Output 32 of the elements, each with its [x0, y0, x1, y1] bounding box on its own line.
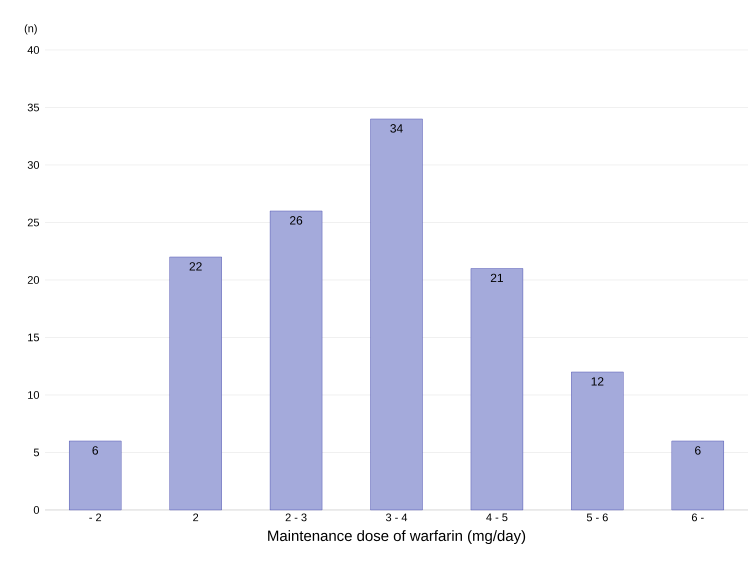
- bar: [69, 440, 122, 510]
- data-label: 12: [592, 377, 604, 386]
- y-tick-label: 30: [28, 161, 40, 169]
- x-tick-label: - 2: [89, 514, 102, 522]
- y-axis-title: (n): [24, 24, 37, 34]
- y-tick-label: 10: [28, 391, 40, 399]
- y-tick-label: 5: [34, 448, 40, 456]
- data-label: 26: [290, 216, 302, 225]
- data-label: 6: [695, 446, 701, 455]
- x-tick-label: 6 -: [692, 514, 704, 522]
- x-tick-label: 2: [193, 514, 198, 522]
- bar: [470, 268, 524, 510]
- bar: [169, 256, 222, 510]
- x-tick-label: 3 - 4: [386, 514, 408, 522]
- bar: [370, 118, 423, 510]
- y-tick-label: 35: [28, 104, 40, 112]
- data-label: 34: [390, 124, 403, 133]
- x-tick-label: 2 - 3: [286, 514, 307, 522]
- x-tick-label: 5 - 6: [586, 514, 608, 522]
- y-tick-label: 15: [28, 334, 40, 342]
- y-tick-label: 25: [28, 218, 40, 226]
- y-tick-label: 20: [28, 276, 40, 284]
- data-label: 21: [490, 274, 503, 282]
- data-label: 6: [92, 446, 98, 455]
- x-tick-label: 4 - 5: [486, 514, 508, 522]
- x-axis-title: Maintenance dose of warfarin (mg/day): [268, 530, 526, 544]
- data-label: 22: [190, 262, 202, 271]
- bar: [672, 440, 724, 510]
- y-tick-label: 40: [28, 46, 40, 54]
- y-tick-label: 0: [34, 506, 40, 514]
- bar: [270, 210, 322, 510]
- bar: [571, 372, 624, 510]
